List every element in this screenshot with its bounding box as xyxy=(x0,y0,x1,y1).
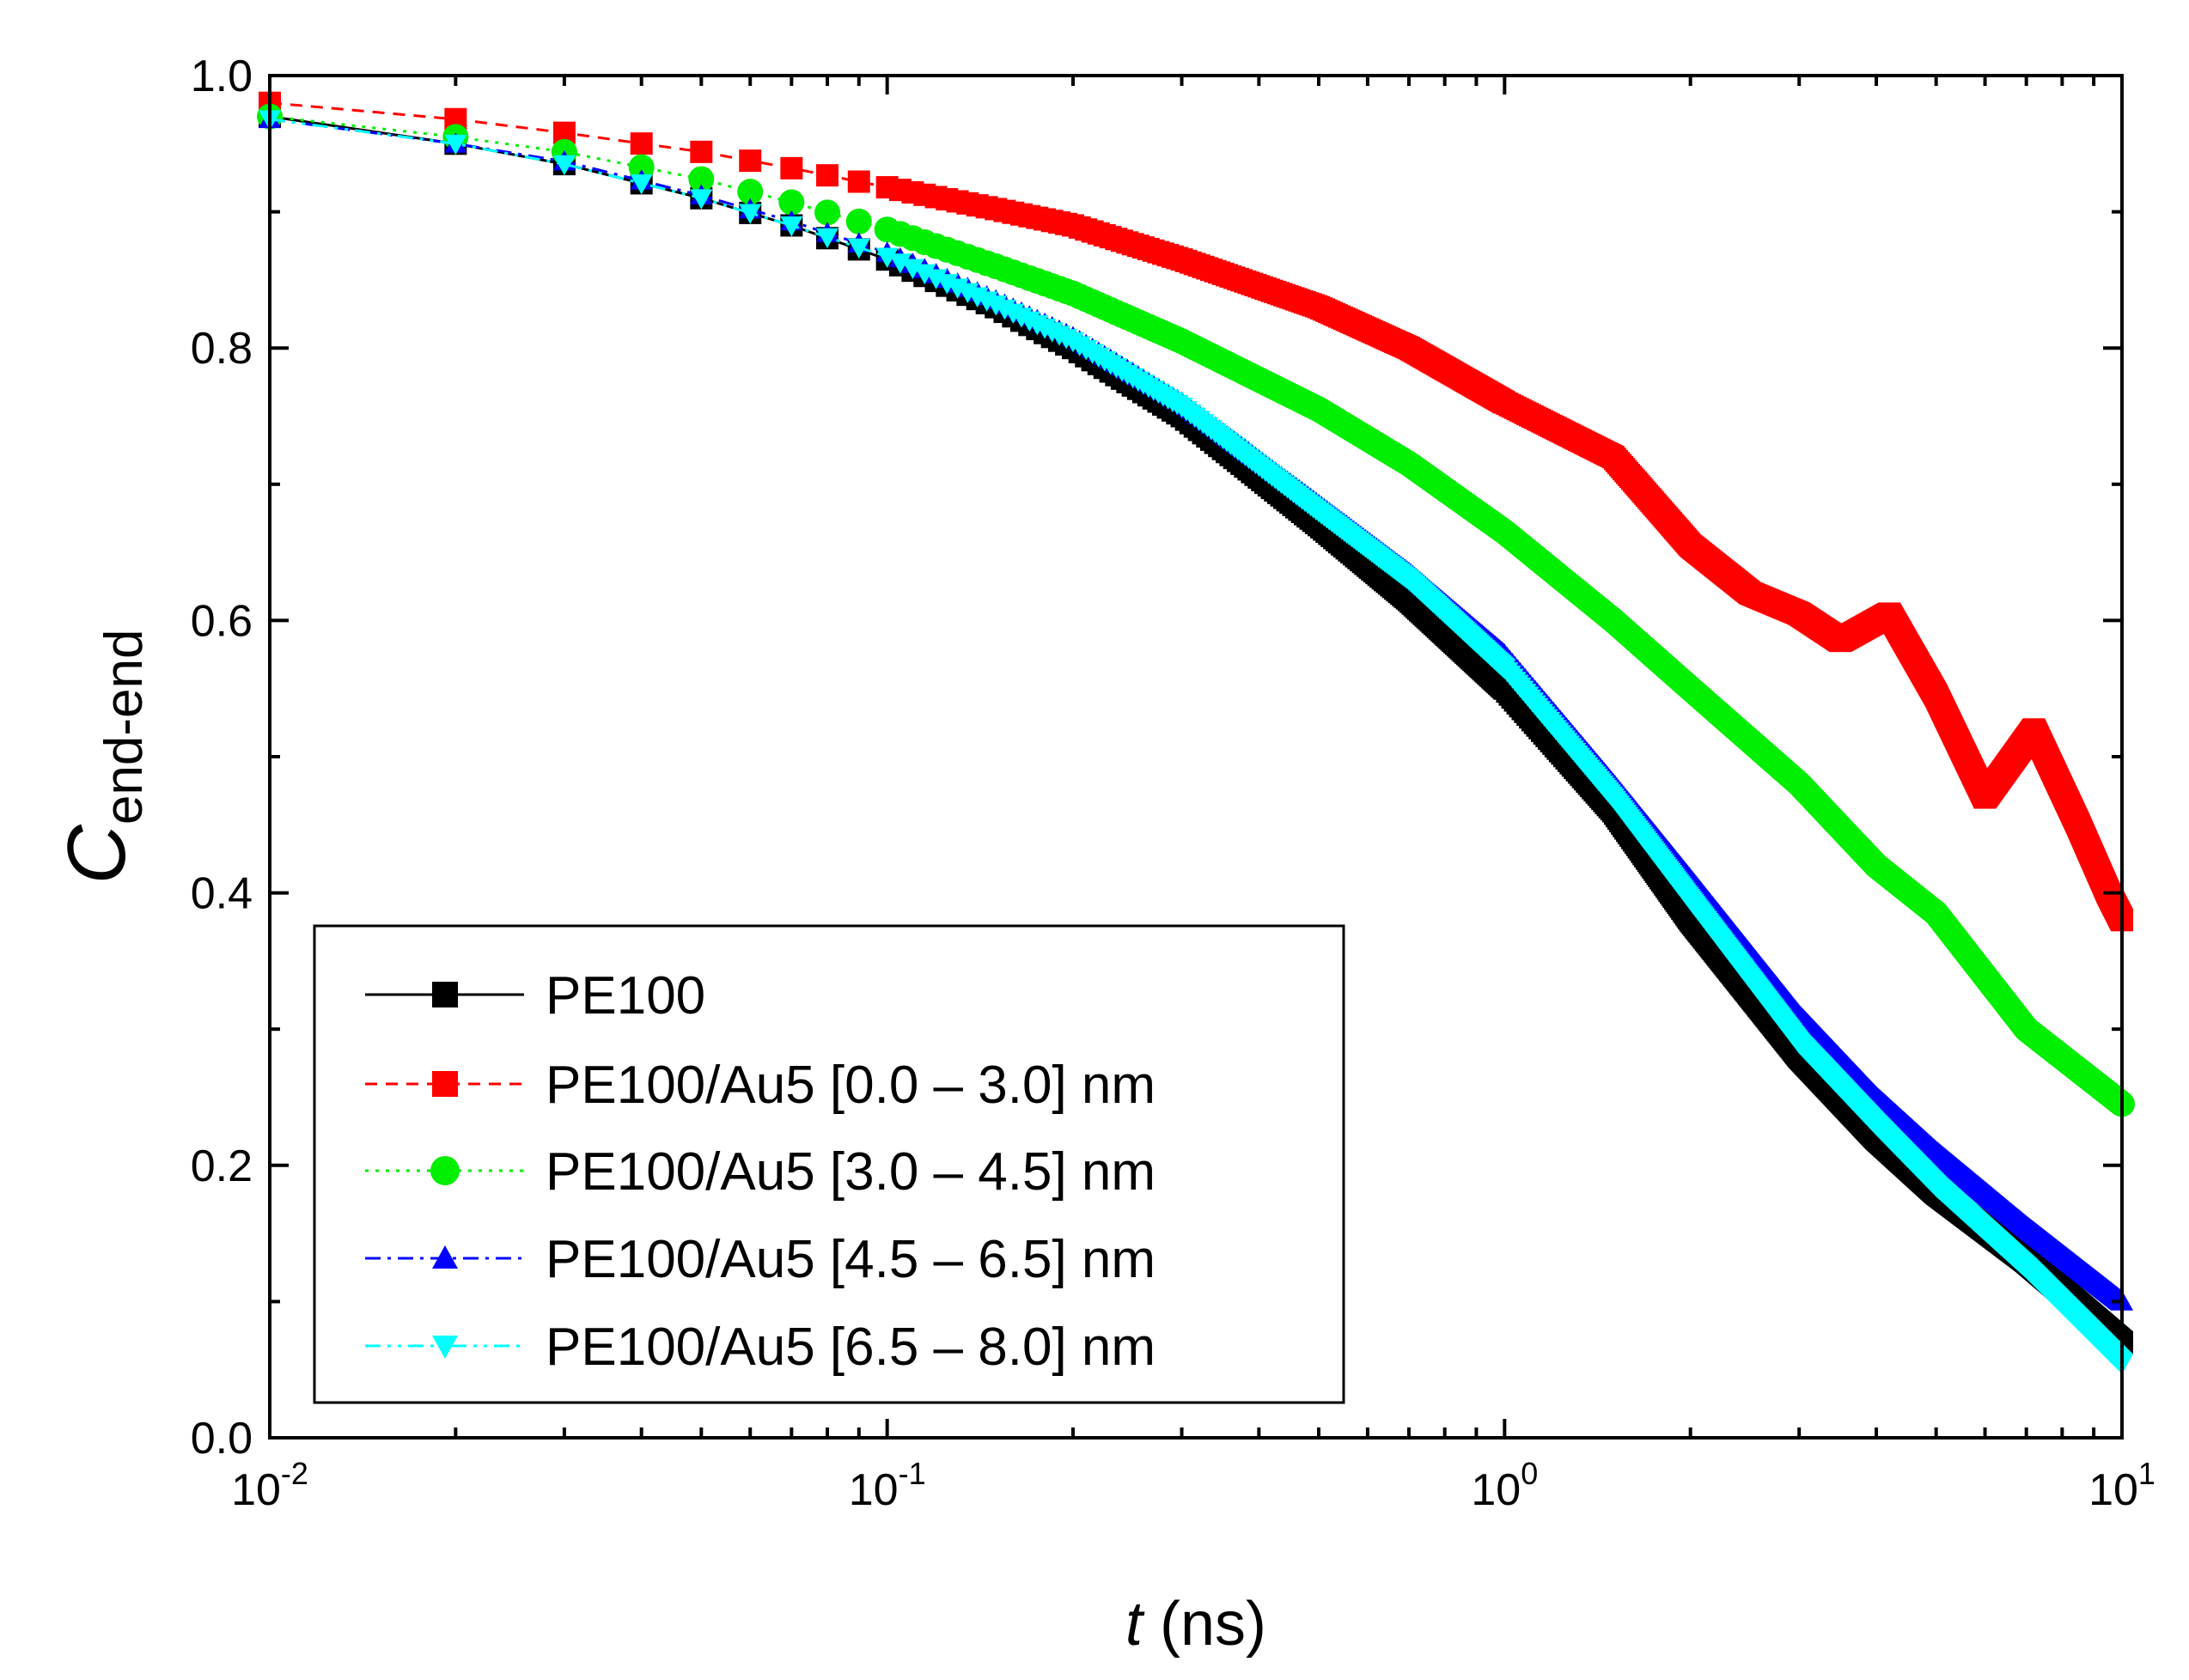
series-1-point-5 xyxy=(739,149,762,173)
series-1-point-7 xyxy=(816,164,839,187)
series-1-point-3 xyxy=(630,132,653,155)
series-1 xyxy=(259,91,2133,932)
series-1-point-4 xyxy=(690,140,713,163)
series-2-point-7 xyxy=(814,199,841,226)
series-layer xyxy=(257,91,2135,1374)
series-2-point-8 xyxy=(845,208,872,234)
series-1-point-8 xyxy=(847,170,870,193)
series-1-point-6 xyxy=(780,156,803,180)
